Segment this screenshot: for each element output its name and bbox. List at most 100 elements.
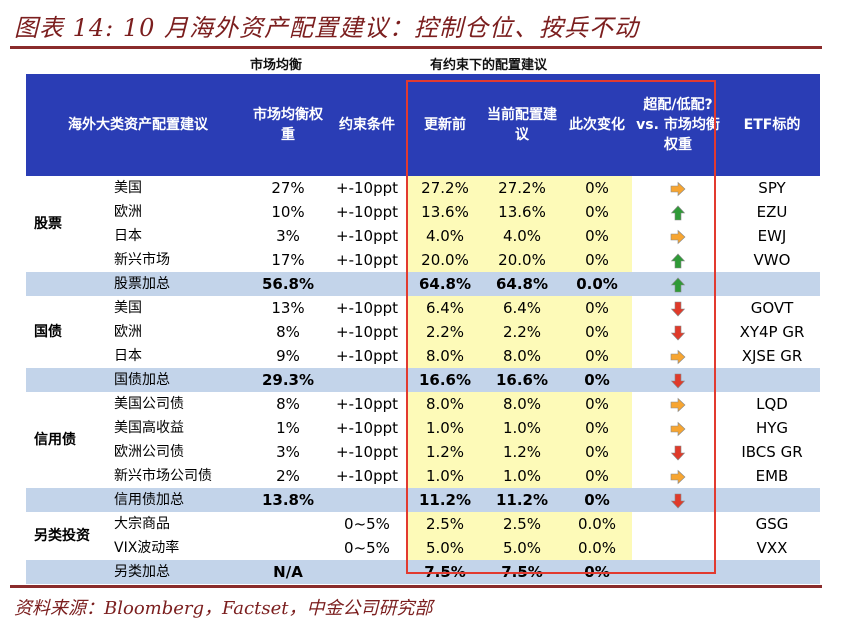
- change-cell: 0%: [562, 488, 632, 512]
- arrow-right-icon: [670, 181, 686, 196]
- constraint-cell: +-10ppt: [336, 443, 398, 461]
- constraint-cell: +-10ppt: [336, 251, 398, 269]
- row-label: 欧洲公司债: [114, 444, 184, 460]
- weight-cell: 10%: [271, 203, 305, 221]
- total-spacer: [26, 368, 110, 392]
- weight-cell: 2%: [276, 467, 300, 485]
- etf-cell: EWJ: [757, 227, 787, 245]
- current-cell: 1.0%: [482, 464, 562, 488]
- row-label: 日本: [114, 348, 142, 364]
- etf-cell: SPY: [758, 179, 786, 197]
- etf-cell: [724, 560, 820, 584]
- current-cell: 27.2%: [482, 176, 562, 200]
- constraint-cell: [326, 488, 408, 512]
- constraint-cell: +-10ppt: [336, 395, 398, 413]
- table-row: 美国高收益 1% +-10ppt 1.0% 1.0% 0% HYG: [26, 416, 820, 440]
- before-cell: 7.5%: [408, 560, 482, 584]
- table-row: 欧洲 10% +-10ppt 13.6% 13.6% 0% EZU: [26, 200, 820, 224]
- overunder-cell: [632, 176, 724, 200]
- constraint-cell: +-10ppt: [336, 347, 398, 365]
- overunder-cell: [632, 488, 724, 512]
- overunder-cell: [632, 224, 724, 248]
- arrow-right-icon: [670, 349, 686, 364]
- current-cell: 1.2%: [482, 440, 562, 464]
- change-cell: 0%: [562, 392, 632, 416]
- header-constraint: 约束条件: [326, 74, 408, 176]
- overunder-cell: [632, 296, 724, 320]
- current-cell: 6.4%: [482, 296, 562, 320]
- header-change: 此次变化: [562, 74, 632, 176]
- change-cell: 0%: [562, 344, 632, 368]
- constraint-cell: [326, 560, 408, 584]
- row-label: 美国公司债: [114, 396, 184, 412]
- etf-cell: EMB: [755, 467, 789, 485]
- constraint-cell: 0~5%: [344, 539, 390, 557]
- table-row: 日本 9% +-10ppt 8.0% 8.0% 0% XJSE GR: [26, 344, 820, 368]
- total-label: 股票加总: [110, 272, 250, 296]
- row-label: 日本: [114, 228, 142, 244]
- row-label: 新兴市场公司债: [114, 468, 212, 484]
- arrow-down-icon: [670, 301, 686, 316]
- change-cell: 0%: [562, 224, 632, 248]
- before-cell: 1.0%: [408, 416, 482, 440]
- weight-cell: [250, 536, 326, 560]
- table-row: 股票 美国 27% +-10ppt 27.2% 27.2% 0% SPY: [26, 176, 820, 232]
- header-current: 当前配置建议: [482, 74, 562, 176]
- row-label: 大宗商品: [114, 516, 170, 532]
- overunder-cell: [632, 440, 724, 464]
- current-cell: 8.0%: [482, 344, 562, 368]
- change-cell: 0%: [562, 320, 632, 344]
- table-row: 欧洲公司债 3% +-10ppt 1.2% 1.2% 0% IBCS GR: [26, 440, 820, 464]
- etf-cell: VXX: [756, 539, 788, 557]
- current-cell: 2.5%: [482, 512, 562, 536]
- current-cell: 7.5%: [482, 560, 562, 584]
- current-cell: 5.0%: [482, 536, 562, 560]
- current-cell: 64.8%: [482, 272, 562, 296]
- total-label: 国债加总: [110, 368, 250, 392]
- change-cell: 0.0%: [562, 536, 632, 560]
- etf-cell: GSG: [755, 515, 789, 533]
- before-cell: 27.2%: [408, 176, 482, 200]
- constraint-cell: 0~5%: [344, 515, 390, 533]
- row-label: VIX波动率: [114, 540, 180, 556]
- constraint-cell: +-10ppt: [336, 227, 398, 245]
- arrow-right-icon: [670, 421, 686, 436]
- table-row: 新兴市场公司债 2% +-10ppt 1.0% 1.0% 0% EMB: [26, 464, 820, 488]
- etf-cell: EZU: [756, 203, 788, 221]
- source-rule: [10, 585, 822, 588]
- overunder-cell: [632, 512, 724, 536]
- etf-cell: [724, 488, 820, 512]
- weight-cell: 1%: [276, 419, 300, 437]
- overunder-cell: [632, 416, 724, 440]
- total-spacer: [26, 272, 110, 296]
- current-cell: 13.6%: [482, 200, 562, 224]
- super-header-constrained: 有约束下的配置建议: [430, 58, 548, 73]
- table-row: 国债 美国 13% +-10ppt 6.4% 6.4% 0% GOVT: [26, 296, 820, 340]
- etf-cell: [724, 368, 820, 392]
- table-row: VIX波动率 0~5% 5.0% 5.0% 0.0% VXX: [26, 536, 820, 560]
- etf-cell: GOVT: [750, 299, 794, 317]
- change-cell: 0%: [562, 464, 632, 488]
- figure-title: 图表 14: 10 月海外资产配置建议：控制仓位、按兵不动: [14, 14, 640, 42]
- change-cell: 0%: [562, 560, 632, 584]
- change-cell: 0.0%: [562, 272, 632, 296]
- weight-cell: 27%: [271, 179, 305, 197]
- before-cell: 8.0%: [408, 344, 482, 368]
- etf-cell: IBCS GR: [741, 443, 803, 461]
- header-overunder: 超配/低配? vs. 市场均衡权重: [632, 74, 724, 176]
- table-row: 信用债 美国公司债 8% +-10ppt 8.0% 8.0% 0% LQD: [26, 392, 820, 448]
- title-rule: [10, 46, 822, 49]
- constraint-cell: [326, 272, 408, 296]
- weight-cell: 13%: [271, 299, 305, 317]
- total-row: 股票加总 56.8% 64.8% 64.8% 0.0%: [26, 272, 820, 296]
- overunder-cell: [632, 464, 724, 488]
- current-cell: 16.6%: [482, 368, 562, 392]
- table-row: 新兴市场 17% +-10ppt 20.0% 20.0% 0% VWO: [26, 248, 820, 272]
- arrow-down-icon: [670, 325, 686, 340]
- total-label: 另类加总: [110, 560, 250, 584]
- change-cell: 0%: [562, 440, 632, 464]
- weight-cell: [250, 512, 326, 536]
- current-cell: 8.0%: [482, 392, 562, 416]
- constraint-cell: [326, 368, 408, 392]
- group-label: 信用债: [34, 432, 76, 448]
